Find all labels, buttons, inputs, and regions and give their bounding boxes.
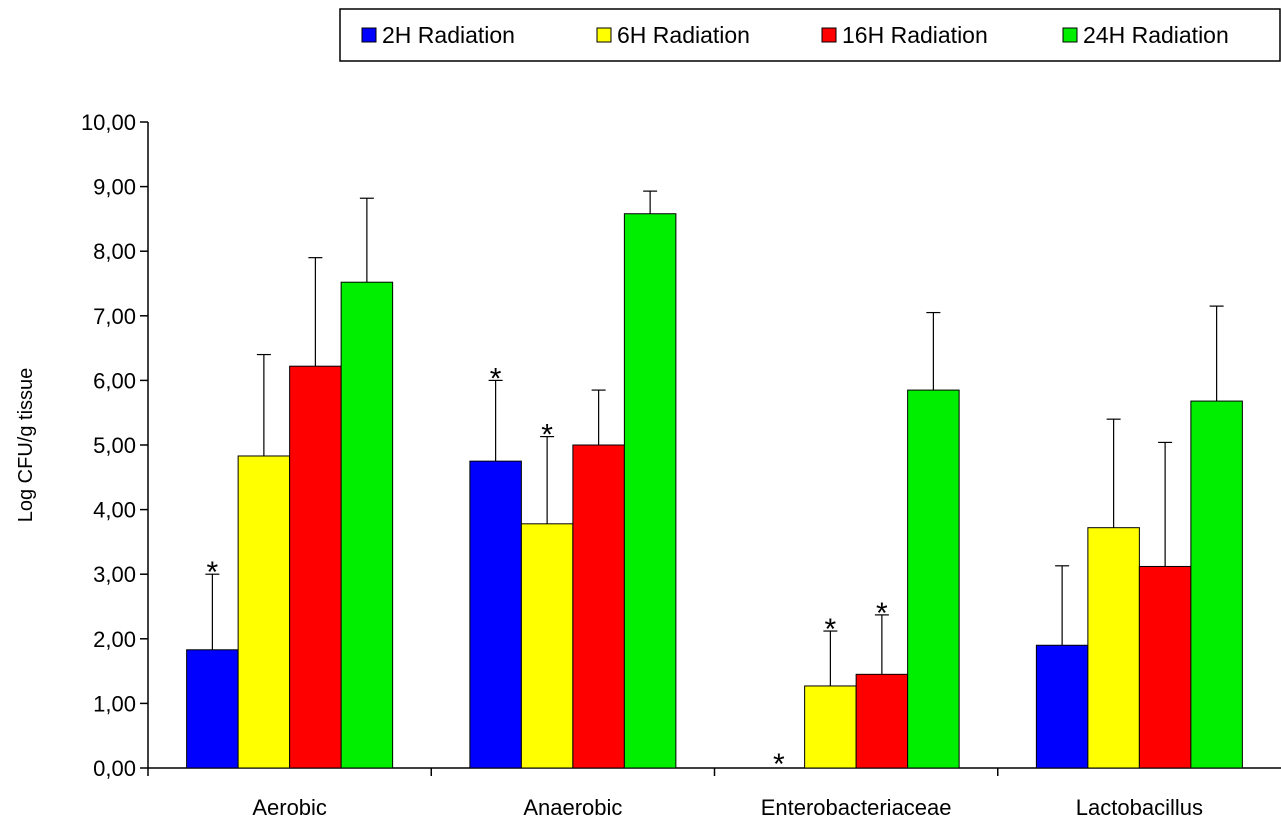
x-tick-label: Anaerobic [523,795,622,820]
significance-star: * [876,597,888,630]
bar [469,460,522,769]
y-tick-label: 9,00 [93,175,136,200]
significance-star: * [541,419,553,452]
bar [804,685,857,769]
legend-box [339,8,1281,62]
bar [572,444,625,769]
y-tick-label: 7,00 [93,304,136,329]
bar [186,649,239,769]
y-tick-label: 5,00 [93,433,136,458]
y-axis: 0,00 1,00 2,00 3,00 4,00 5,00 6,00 7,00 8,00 9,00… [81,110,149,781]
x-tick-label: Enterobacteriaceae [761,795,952,820]
y-tick-label: 1,00 [93,691,136,716]
legend-swatch [361,27,377,43]
legend-swatch [821,27,837,43]
bar [520,523,574,769]
y-tick-label: 4,00 [93,498,136,523]
legend-label: 16H Radiation [842,22,988,48]
significance-markers: * * * * * * [207,362,889,781]
x-tick-label: Lactobacillus [1076,795,1203,820]
y-tick-label: 10,00 [81,110,136,135]
bar [289,365,342,769]
legend-swatch [1062,27,1078,43]
bar [623,213,677,769]
x-tick-label: Aerobic [252,795,327,820]
bar [1138,565,1192,769]
significance-star: * [825,613,837,646]
bar [237,455,291,769]
y-axis-label: Log CFU/g tissue [15,368,37,523]
legend-label: 2H Radiation [382,22,515,48]
bar [855,673,909,769]
significance-star: * [207,556,219,589]
bar [1035,644,1089,769]
significance-star: * [490,362,502,395]
bar [340,281,394,769]
bars [186,213,1243,769]
legend-label: 24H Radiation [1083,22,1229,48]
bar [1087,527,1140,769]
x-axis: Aerobic Anaerobic Enterobacteriaceae Lactob… [147,767,1281,820]
significance-star: * [773,748,785,781]
y-tick-label: 3,00 [93,562,136,587]
bar [907,389,960,769]
y-tick-label: 0,00 [93,756,136,781]
legend: 2H Radiation 6H Radiation 16H Radiation 24H… [339,8,1281,62]
error-bars [205,190,1224,686]
bar [1190,400,1243,769]
y-tick-label: 6,00 [93,368,136,393]
y-tick-label: 8,00 [93,239,136,264]
legend-swatch [596,27,612,43]
legend-label: 6H Radiation [617,22,750,48]
y-tick-label: 2,00 [93,627,136,652]
